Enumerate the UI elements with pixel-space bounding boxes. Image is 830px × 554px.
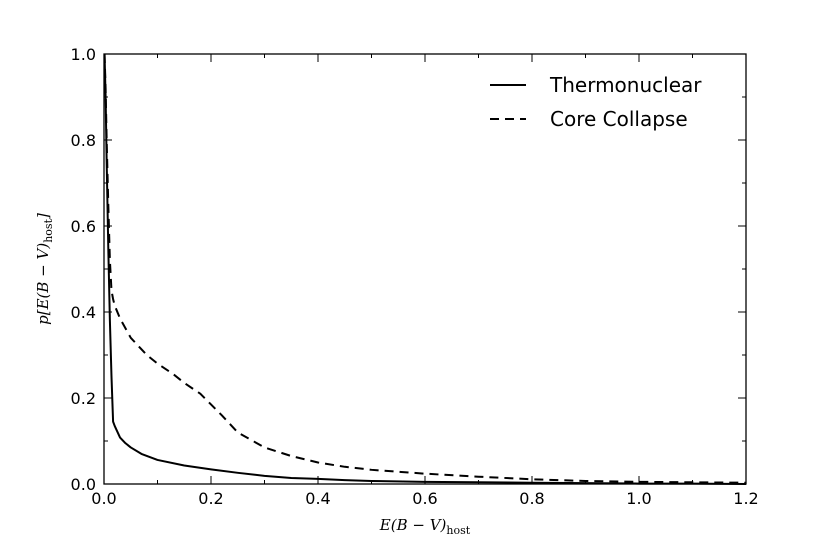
y-tick-label: 0.8 [71,131,96,150]
plot-lines [103,53,747,485]
axis-ticks [103,53,747,485]
x-tick-label: 0.4 [305,489,330,508]
legend-label-2: Core Collapse [550,107,688,131]
x-tick-label: 0.2 [198,489,223,508]
legend-label-1: Thermonuclear [549,73,702,97]
x-tick-label: 1.2 [733,489,758,508]
x-tick-label: 0.0 [91,489,116,508]
y-tick-label: 0.0 [71,475,96,494]
legend: Thermonuclear Core Collapse [490,73,702,131]
x-tick-label: 0.8 [519,489,544,508]
y-tick-label: 0.6 [71,217,96,236]
series-line-2 [103,53,747,484]
series-line-1 [103,53,747,485]
x-axis-label: E(B − V)host [379,516,471,537]
x-tick-label: 0.6 [412,489,437,508]
y-tick-label: 1.0 [71,45,96,64]
y-axis-label: p[E(B − V)host] [34,213,55,325]
y-tick-label: 0.4 [71,303,96,322]
x-tick-label: 1.0 [626,489,651,508]
tick-labels: 0.0 0.2 0.4 0.6 0.8 1.0 1.2 0.0 0.2 0.4 0.6 0.8 1.0 [71,45,759,508]
y-tick-label: 0.2 [71,389,96,408]
